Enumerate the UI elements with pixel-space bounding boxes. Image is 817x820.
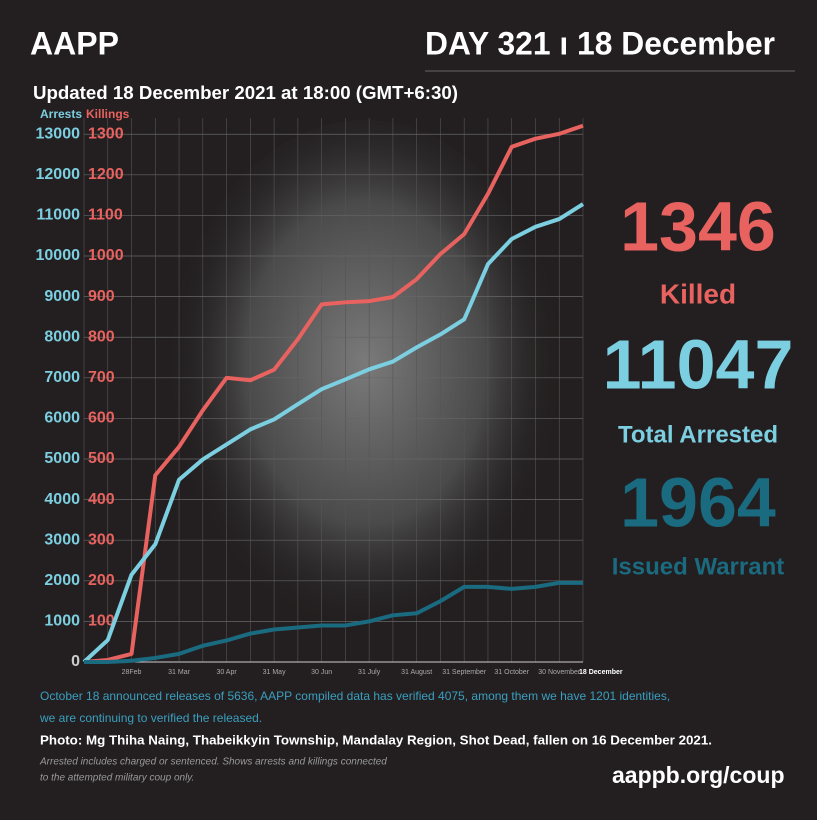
y2-tick-label: 1200 <box>88 166 124 183</box>
x-tick-label: 31 October <box>494 669 529 676</box>
footnote: to the attempted military coup only. <box>40 773 194 784</box>
y2-tick-label: 200 <box>88 572 115 589</box>
y-tick-label: 6000 <box>44 410 80 427</box>
stat-label: Total Arrested <box>618 421 778 448</box>
series-line <box>84 580 583 664</box>
y-tick-label: 9000 <box>44 288 80 305</box>
series-line <box>83 123 584 664</box>
y-tick-label: 1000 <box>44 613 80 630</box>
note: October 18 announced releases of 5636, A… <box>40 689 670 703</box>
footnote: Arrested includes charged or sentenced. … <box>39 757 387 768</box>
y-tick-label: 10000 <box>36 247 81 264</box>
y-tick-label: 13000 <box>36 125 81 142</box>
x-tick-label: 18 December <box>579 669 623 676</box>
stat-value: 1346 <box>620 187 776 265</box>
url: aappb.org/coup <box>612 762 785 788</box>
x-tick-label: 31 May <box>263 669 286 676</box>
x-tick-label: 30 November <box>538 669 581 676</box>
y2-tick-label: 500 <box>88 450 115 467</box>
x-tick-label: 31 Mar <box>168 669 190 676</box>
y2-tick-label: 100 <box>88 613 115 630</box>
y-tick-label: 2000 <box>44 572 80 589</box>
stat-label: Killed <box>660 278 736 309</box>
y2-tick-label: 700 <box>88 369 115 386</box>
photo-credit: Photo: Mg Thiha Naing, Thabeikkyin Towns… <box>40 733 712 747</box>
series-line <box>82 202 585 664</box>
y-axis-label: Arrests <box>40 107 82 121</box>
stats: 1346 Killed 11047 Total Arrested 1964 Issued … <box>603 187 794 580</box>
y-tick-label: 4000 <box>44 491 80 508</box>
y2-tick-label: 1000 <box>88 247 124 264</box>
note: we are continuing to verified the releas… <box>39 711 262 725</box>
x-tick-label: 31 September <box>442 669 487 676</box>
stat-label: Issued Warrant <box>612 553 785 580</box>
x-tick-label: 31 July <box>358 669 381 676</box>
y2-tick-label: 1300 <box>88 125 124 142</box>
y2-tick-label: 1100 <box>88 207 123 224</box>
y-tick-label: 3000 <box>44 531 80 548</box>
day-title: DAY 321 ı 18 December <box>425 25 775 61</box>
y2-tick-label: 300 <box>88 531 115 548</box>
updated: Updated 18 December 2021 at 18:00 (GMT+6… <box>33 83 458 103</box>
y2-axis-label: Killings <box>86 107 130 121</box>
y-tick-label: 12000 <box>36 166 81 183</box>
y-tick-label: 0 <box>71 653 80 670</box>
stat-value: 1964 <box>620 463 776 541</box>
logo: AAPP <box>30 25 119 61</box>
photo <box>165 120 565 660</box>
x-tick-label: 30 Apr <box>216 669 237 676</box>
y2-tick-label: 900 <box>88 288 115 305</box>
plot: 0 1000 2000 3000 4000 5000 6000 7000 8000 9000 100… <box>36 118 623 676</box>
x-tick-label: 28Feb <box>122 669 142 676</box>
x-tick-label: 30 Jun <box>311 669 332 676</box>
y2-tick-label: 600 <box>88 410 115 427</box>
y2-tick-label: 800 <box>88 328 115 345</box>
y-tick-label: 11000 <box>36 207 80 224</box>
y-tick-label: 8000 <box>44 328 80 345</box>
stat-value: 11047 <box>603 325 794 403</box>
x-tick-label: 31 August <box>401 669 432 676</box>
y2-tick-label: 400 <box>88 491 115 508</box>
y-tick-label: 7000 <box>44 369 80 386</box>
y-tick-label: 5000 <box>44 450 80 467</box>
